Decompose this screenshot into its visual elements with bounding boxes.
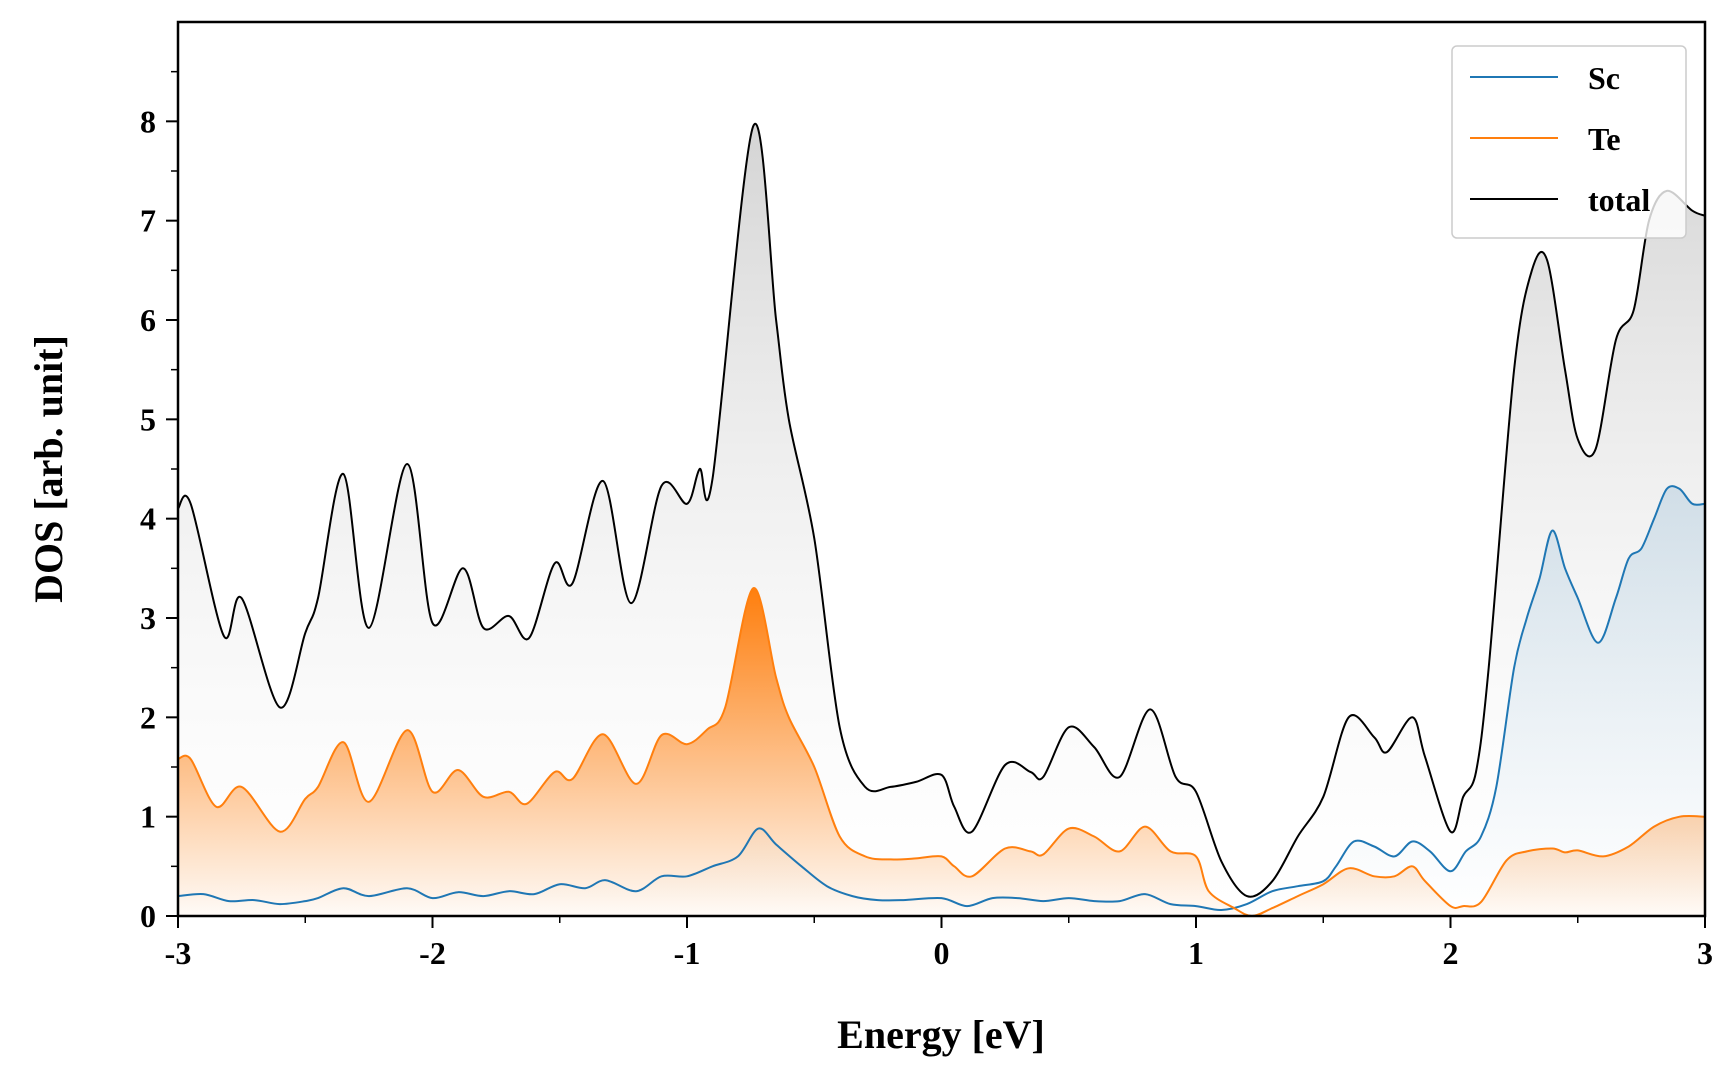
- x-tick-label: 1: [1188, 935, 1204, 971]
- y-tick-label: 5: [140, 401, 156, 437]
- y-axis-ticks: 0 1 2 3 4 5 6 7 8: [140, 70, 178, 934]
- x-tick-label: 0: [934, 935, 950, 971]
- series-line-total: [177, 122, 1706, 898]
- legend-label-te: Te: [1588, 121, 1621, 157]
- x-tick-label: 3: [1697, 935, 1713, 971]
- series-line-sc: [177, 485, 1706, 912]
- area-fills: [178, 123, 1705, 916]
- y-tick-label: 8: [140, 103, 156, 139]
- series-line-te: [177, 587, 1706, 917]
- y-tick-label: 7: [140, 203, 156, 239]
- series-area-te: [178, 587, 1705, 916]
- x-tick-label: -3: [165, 935, 192, 971]
- legend: Sc Te total: [1451, 45, 1687, 239]
- series-lines: [177, 122, 1706, 917]
- y-tick-label: 3: [140, 600, 156, 636]
- legend-label-total: total: [1588, 182, 1650, 218]
- x-tick-label: -2: [419, 935, 446, 971]
- y-tick-label: 6: [140, 302, 156, 338]
- x-tick-label: 2: [1443, 935, 1459, 971]
- x-axis-title: Energy [eV]: [837, 1012, 1045, 1057]
- y-tick-label: 4: [140, 501, 156, 537]
- legend-label-sc: Sc: [1588, 60, 1620, 96]
- y-tick-label: 1: [140, 799, 156, 835]
- y-tick-label: 0: [140, 898, 156, 934]
- series-area-total: [178, 123, 1705, 916]
- y-tick-label: 2: [140, 699, 156, 735]
- legend-box: [1451, 45, 1687, 239]
- x-tick-label: -1: [674, 935, 701, 971]
- y-axis-title: DOS [arb. unit]: [26, 335, 71, 603]
- x-axis-ticks: -3 -2 -1 0 1 2 3: [165, 916, 1713, 971]
